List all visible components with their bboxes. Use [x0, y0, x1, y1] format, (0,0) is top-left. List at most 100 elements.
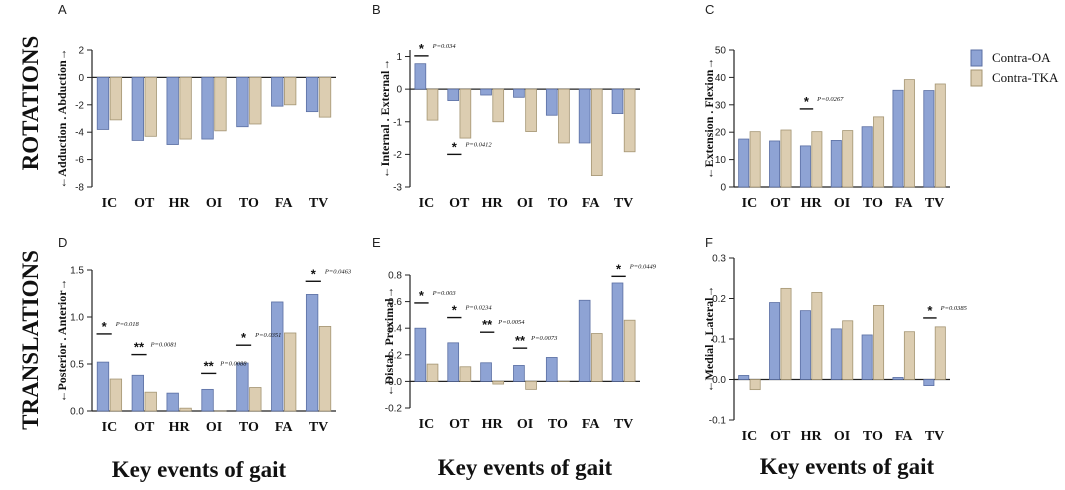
bar-e-tka-hr: [492, 380, 505, 385]
bar-e-tka-tv: [623, 319, 636, 382]
bar-e-oa-to: [545, 357, 558, 382]
bar-d-oa-ic: [96, 361, 110, 412]
bar-e-oa-ic: [414, 327, 427, 382]
bar-a-tka-tv: [318, 77, 332, 118]
x-title-right: Key events of gait: [760, 454, 935, 479]
bar-c-oa-oi: [830, 140, 842, 188]
x-tick-label-a-hr: HR: [169, 196, 191, 211]
x-tick-label-d-ot: OT: [134, 420, 155, 435]
bar-b-oa-fa: [578, 88, 591, 144]
x-tick-label-c-tv: TV: [925, 196, 944, 211]
y-tick-label-c-2: 20: [715, 128, 727, 139]
y-tick-label-a-2: -4: [75, 128, 84, 139]
bar-b-oa-to: [545, 88, 558, 116]
y-tick-label-b-1: -2: [393, 150, 402, 161]
bar-d-tka-to: [249, 387, 262, 412]
p-value-e-1: P=0.0234: [464, 305, 492, 312]
p-value-e-2: P=0.0054: [497, 319, 525, 326]
sig-stars-f-0: *: [927, 303, 933, 318]
bar-c-tka-ot: [780, 129, 792, 188]
x-tick-label-f-oi: OI: [834, 429, 850, 444]
bar-a-oa-to: [236, 77, 249, 128]
x-tick-label-c-ic: IC: [742, 196, 758, 211]
bar-a-tka-oi: [214, 77, 227, 132]
y-tick-label-e-4: 0.6: [388, 297, 402, 308]
bar-b-tka-hr: [492, 88, 505, 123]
x-tick-label-b-hr: HR: [482, 196, 504, 211]
x-tick-label-e-tv: TV: [614, 417, 633, 432]
y-tick-label-b-3: 0: [396, 85, 402, 96]
bar-d-oa-hr: [166, 392, 179, 412]
legend-label-contra-oa: Contra-OA: [992, 50, 1051, 65]
x-title-middle: Key events of gait: [438, 455, 613, 480]
bar-d-tka-ic: [109, 378, 123, 412]
x-tick-label-d-to: TO: [239, 420, 259, 435]
y-tick-label-f-0: -0.1: [709, 416, 727, 427]
y-tick-label-d-0: 0.0: [70, 407, 84, 418]
bar-f-oa-to: [861, 334, 873, 380]
bar-c-tka-hr: [811, 131, 823, 188]
bar-f-tka-ic: [749, 379, 761, 391]
sig-stars-e-1: *: [452, 303, 458, 318]
x-tick-label-d-hr: HR: [169, 420, 191, 435]
legend: Contra-OA Contra-TKA: [970, 49, 1059, 87]
y-tick-label-b-0: -3: [393, 183, 402, 194]
bar-d-tka-tv: [318, 325, 332, 412]
bar-f-tka-hr: [811, 292, 823, 380]
panels: A ←Adduction . Abduction→ -8 -6 -4 -2 0 2 IC OT HR…: [55, 2, 968, 444]
sig-stars-d-2: **: [204, 358, 215, 373]
bar-b-tka-tv: [623, 88, 636, 153]
y-tick-label-b-2: -1: [393, 117, 402, 128]
x-tick-label-d-tv: TV: [309, 420, 328, 435]
p-value-b-1: P=0.0412: [464, 141, 492, 148]
bar-a-tka-fa: [284, 77, 297, 106]
bar-e-tka-oi: [525, 380, 537, 390]
y-axis-label-f: ←Medial . Lateral→: [702, 286, 716, 393]
y-tick-label-e-1: 0.0: [388, 377, 402, 388]
p-value-e-3: P=0.0073: [530, 335, 558, 342]
y-tick-label-a-5: 2: [78, 46, 84, 57]
bar-f-oa-fa: [892, 377, 904, 380]
x-tick-label-b-ic: IC: [419, 196, 435, 211]
x-tick-label-b-ot: OT: [449, 196, 470, 211]
bar-a-oa-ic: [96, 77, 110, 130]
bar-a-oa-oi: [201, 77, 214, 140]
bar-a-oa-hr: [166, 77, 179, 145]
bar-a-oa-ot: [131, 77, 144, 141]
bar-f-oa-ot: [769, 302, 781, 380]
sig-stars-c-0: *: [804, 94, 810, 109]
y-tick-label-e-0: -0.2: [385, 404, 403, 415]
y-tick-label-b-4: 1: [396, 52, 402, 63]
bar-c-tka-to: [873, 116, 885, 188]
y-tick-label-a-1: -6: [75, 155, 84, 166]
bar-f-tka-to: [873, 304, 885, 380]
sig-stars-d-1: **: [134, 340, 145, 355]
y-tick-label-c-1: 10: [715, 155, 727, 166]
bar-b-tka-ic: [426, 88, 439, 121]
x-tick-label-d-ic: IC: [102, 420, 118, 435]
bar-c-oa-ot: [769, 140, 781, 188]
bar-b-oa-tv: [611, 88, 624, 115]
y-tick-label-d-1: 0.5: [70, 360, 84, 371]
bar-d-oa-ot: [131, 374, 144, 412]
p-value-d-0: P=0.018: [115, 321, 140, 328]
x-tick-label-a-fa: FA: [275, 196, 294, 211]
panel-a: A ←Adduction . Abduction→ -8 -6 -4 -2 0 2 IC OT HR…: [55, 2, 336, 211]
bar-f-oa-oi: [830, 328, 842, 380]
sig-stars-d-4: *: [311, 266, 317, 281]
panel-letter-b: B: [372, 2, 381, 17]
bar-d-oa-tv: [305, 294, 319, 412]
panel-b: B ←Internal . External→-3 -2 -1 0 1 IC OT HR OI TO…: [372, 2, 640, 211]
p-value-e-0: P=0.003: [432, 290, 457, 297]
legend-swatch-contra-tka: [970, 69, 983, 87]
bar-c-oa-hr: [799, 145, 811, 188]
bar-a-oa-tv: [305, 77, 319, 113]
sig-stars-b-1: *: [452, 139, 458, 154]
panel-letter-c: C: [705, 2, 714, 17]
y-axis-label-a: ←Adduction . Abduction→: [55, 48, 69, 188]
y-tick-label-d-3: 1.5: [70, 266, 84, 277]
y-tick-label-a-4: 0: [78, 73, 84, 84]
bar-d-tka-ot: [144, 391, 157, 412]
x-tick-label-c-ot: OT: [770, 196, 791, 211]
